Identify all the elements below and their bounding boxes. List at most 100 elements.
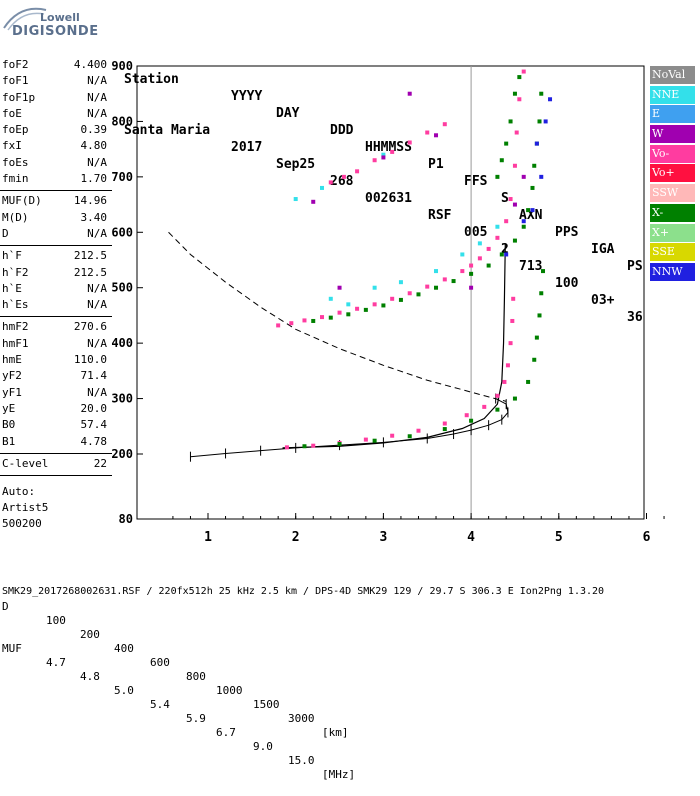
param-row: foF1 N/A [0, 74, 112, 90]
echo-point-NNE [434, 269, 439, 274]
echo-point-W [311, 199, 316, 204]
header-value: 2017 [231, 140, 263, 155]
echo-point-NNE [293, 197, 298, 202]
echo-point-X [398, 297, 403, 302]
param-row: foF2 4.400 [0, 58, 112, 74]
param-value: 270.6 [73, 320, 107, 334]
header-label: Station [124, 72, 179, 87]
echo-point-NNE [381, 152, 386, 157]
y-tick-label: 200 [111, 447, 133, 461]
param-value: N/A [87, 281, 107, 295]
y-tick-label: 700 [111, 170, 133, 184]
echo-point-X [526, 379, 531, 384]
distance-value: 1000 [216, 684, 243, 697]
echo-point-Vo [508, 197, 513, 202]
header-label: DDD [330, 123, 354, 138]
echo-point-Vo [477, 256, 482, 261]
param-row: yF1 N/A [0, 386, 112, 402]
logo-arc-icon [3, 7, 47, 31]
param-name: fmin [2, 172, 29, 186]
distance-value: 200 [80, 628, 100, 641]
legend-item: Vo- [650, 144, 695, 163]
legend-item: X- [650, 203, 695, 222]
param-name: h`F [2, 249, 22, 263]
echo-point-Vo [495, 393, 500, 398]
autoscale-code: 500200 [2, 517, 42, 530]
y-tick-label: 300 [111, 392, 133, 406]
param-name: hmE [2, 353, 22, 367]
param-value: 3.40 [80, 210, 108, 224]
x-tick-label: 1 [204, 530, 212, 545]
echo-point-W [512, 202, 517, 207]
param-value: N/A [87, 385, 107, 399]
logo-digisonde-text: DIGISONDE [12, 24, 99, 39]
param-separator [0, 245, 112, 247]
header-label: P1 [428, 157, 444, 172]
header-label: PS [627, 259, 643, 274]
echo-point-NNW [539, 174, 544, 179]
param-name: B1 [2, 434, 16, 448]
header-value: Santa Maria [124, 123, 211, 138]
param-row: hmF1 N/A [0, 337, 112, 353]
param-row: h`F 212.5 [0, 249, 112, 265]
param-value: N/A [87, 90, 107, 104]
echo-point-X [495, 174, 500, 179]
muf-unit: [MHz] [322, 768, 356, 781]
header-label: S [501, 191, 509, 206]
echo-point-Vo [442, 277, 447, 282]
echo-point-Vo [514, 130, 519, 135]
echo-point-Vo [311, 443, 316, 448]
header-value: 005 [464, 225, 488, 240]
param-row: C-level 22 [0, 457, 112, 473]
param-value: N/A [87, 226, 107, 240]
y-tick-label: 800 [111, 114, 133, 128]
echo-point-X [517, 75, 522, 80]
echo-point-X [434, 285, 439, 290]
echo-point-Vo [363, 437, 368, 442]
param-value: 212.5 [73, 249, 107, 263]
param-name: D [2, 226, 9, 240]
header-label: PPS [555, 225, 579, 240]
muf-value: 6.7 [216, 726, 236, 739]
echo-point-Vo [276, 323, 281, 328]
param-value: 212.5 [73, 265, 107, 279]
param-value: 4.80 [80, 139, 108, 153]
muf-value: 4.8 [80, 670, 100, 683]
header-label: HHMMSS [365, 140, 412, 155]
echo-point-W [521, 174, 526, 179]
echo-point-X [539, 291, 544, 296]
echo-point-X [537, 119, 542, 124]
param-value: 20.0 [80, 401, 108, 415]
param-name: yF1 [2, 385, 22, 399]
param-name: yE [2, 401, 16, 415]
echo-point-X [512, 238, 517, 243]
legend-item: NNW [650, 262, 695, 281]
echo-point-Vo [521, 69, 526, 74]
param-name: M(D) [2, 210, 29, 224]
echo-point-X [302, 444, 307, 449]
x-tick-label: 4 [467, 530, 475, 545]
echo-point-W [337, 285, 342, 290]
header-label: FFS [464, 174, 488, 189]
legend-item: NNE [650, 85, 695, 104]
echo-point-Vo [464, 413, 469, 418]
echo-point-Vo [442, 122, 447, 127]
legend-item: E [650, 105, 695, 124]
echo-point-X [512, 396, 517, 401]
param-row: fmin 1.70 [0, 172, 112, 188]
header: Station YYYY DAY DDD HHMMSS P1 FFS S AXN… [124, 20, 643, 325]
echo-point-X [534, 335, 539, 340]
echo-point-NNW [548, 97, 553, 102]
legend-item: X+ [650, 223, 695, 242]
muf-value: 15.0 [288, 754, 315, 767]
param-name: C-level [2, 456, 49, 470]
echo-point-Vo [469, 263, 474, 268]
distance-value: 800 [186, 670, 206, 683]
echo-point-NNW [521, 219, 526, 224]
y-tick-label: 500 [111, 281, 133, 295]
echo-point-Vo [320, 315, 325, 320]
echo-point-W [469, 285, 474, 290]
param-name: h`Es [2, 298, 29, 312]
header-value: RSF [428, 208, 452, 223]
distance-value: 3000 [288, 712, 315, 725]
